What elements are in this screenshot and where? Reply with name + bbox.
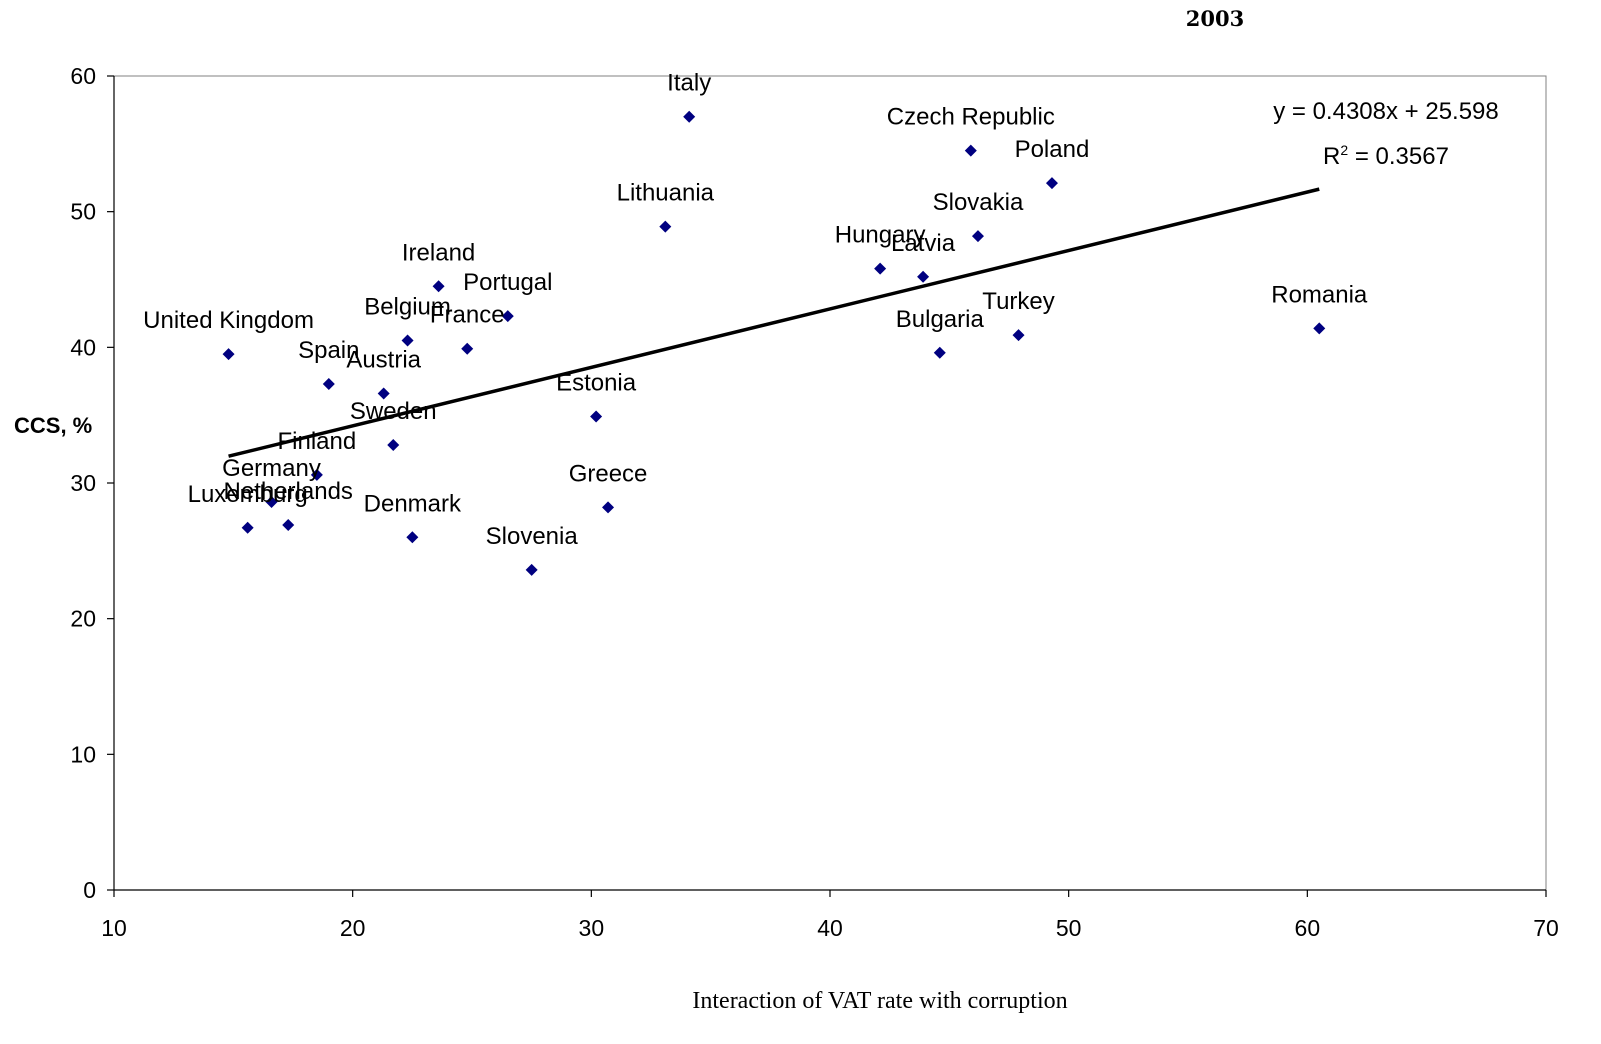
data-point (282, 519, 295, 532)
data-point (241, 521, 254, 534)
x-tick-label: 30 (579, 915, 605, 941)
trendline-equation: y = 0.4308x + 25.598 R2 = 0.3567 (1236, 92, 1536, 176)
data-point (310, 468, 323, 481)
data-label: Portugal (463, 269, 552, 296)
data-label: United Kingdom (143, 307, 314, 334)
data-point (432, 280, 445, 293)
trendline (228, 187, 1320, 458)
y-tick-label: 30 (70, 470, 96, 496)
data-point (501, 310, 514, 323)
data-label: Greece (569, 460, 648, 487)
data-label: Slovenia (486, 523, 579, 550)
data-label: Spain (298, 337, 359, 364)
data-point (401, 334, 414, 347)
data-label: Sweden (350, 398, 437, 425)
data-label: Lithuania (617, 180, 715, 207)
y-tick-label: 20 (70, 606, 96, 632)
data-point (659, 220, 672, 233)
y-tick-label: 50 (70, 199, 96, 225)
data-point (917, 270, 930, 283)
data-label: Romania (1271, 281, 1368, 308)
data-point (590, 410, 603, 423)
data-point (1012, 329, 1025, 342)
data-point (377, 387, 390, 400)
data-label: Finland (278, 428, 357, 455)
data-label: Hungary (835, 222, 926, 249)
data-point (971, 230, 984, 243)
y-tick-label: 10 (70, 741, 96, 767)
y-tick-label: 60 (70, 63, 96, 89)
data-label: Austria (346, 346, 421, 373)
data-point (933, 346, 946, 359)
x-tick-label: 10 (101, 915, 127, 941)
trendline-equation-text: y = 0.4308x + 25.598 (1273, 98, 1499, 125)
x-axis-label: Interaction of VAT rate with corruption (692, 988, 1068, 1014)
y-axis-label: CCS, % (14, 413, 93, 438)
data-label: Germany (222, 455, 321, 482)
data-point (1313, 322, 1326, 335)
data-label: Italy (667, 70, 711, 97)
data-point (265, 495, 278, 508)
data-label: Luxemburg (188, 481, 308, 508)
x-tick-label: 70 (1533, 915, 1559, 941)
data-label: Denmark (364, 490, 462, 517)
data-point (1045, 177, 1058, 190)
data-point (874, 262, 887, 275)
data-point (406, 531, 419, 544)
data-label: Estonia (556, 370, 637, 397)
data-label: Ireland (402, 239, 475, 266)
data-label: France (430, 302, 505, 329)
data-point (683, 110, 696, 123)
data-label: Belgium (364, 294, 451, 321)
x-tick-label: 40 (817, 915, 843, 941)
data-point (461, 342, 474, 355)
chart-title: 2003 (1185, 6, 1245, 31)
data-point (525, 563, 538, 576)
x-tick-label: 60 (1295, 915, 1321, 941)
data-label: Bulgaria (896, 306, 985, 333)
data-label: Czech Republic (887, 104, 1055, 131)
data-label: Netherlands (224, 478, 353, 505)
y-tick-label: 0 (83, 877, 96, 903)
x-tick-label: 20 (340, 915, 366, 941)
data-point (222, 348, 235, 361)
data-point (602, 501, 615, 514)
data-label: Latvia (891, 230, 956, 257)
data-label: Slovakia (933, 189, 1024, 216)
x-tick-label: 50 (1056, 915, 1082, 941)
data-point (964, 144, 977, 157)
trendline-r-squared: R2 = 0.3567 (1323, 142, 1449, 170)
data-label: Turkey (982, 288, 1054, 315)
y-tick-label: 40 (70, 334, 96, 360)
data-point (322, 377, 335, 390)
data-label: Poland (1015, 136, 1090, 163)
data-point (387, 439, 400, 452)
